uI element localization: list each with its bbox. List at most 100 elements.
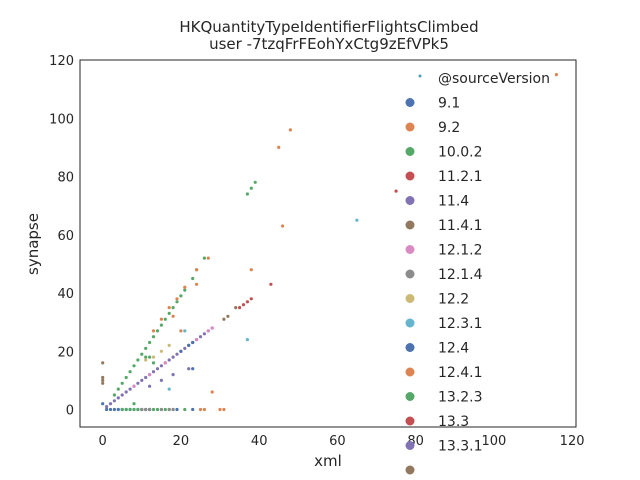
- data-point: [155, 407, 160, 412]
- data-point: [183, 407, 187, 412]
- data-point: [249, 268, 253, 272]
- data-point: [167, 387, 171, 391]
- data-point: [288, 128, 292, 132]
- x-tick-label: 60: [329, 434, 346, 449]
- data-point: [116, 387, 120, 391]
- legend-label: 12.3.1: [438, 316, 483, 332]
- data-point: [112, 393, 116, 397]
- data-point: [226, 314, 230, 318]
- data-point: [195, 268, 199, 272]
- data-point: [234, 306, 238, 310]
- x-tick-label: 40: [251, 434, 268, 449]
- data-point: [116, 407, 120, 412]
- data-point: [355, 218, 359, 222]
- data-point: [112, 399, 116, 403]
- legend-label: 11.2.1: [438, 169, 483, 185]
- data-point: [183, 346, 187, 350]
- data-point: [191, 340, 195, 345]
- data-point: [249, 186, 253, 190]
- legend-marker: [405, 269, 415, 279]
- data-point: [167, 311, 171, 315]
- legend-label: 9.1: [438, 96, 460, 112]
- data-point: [116, 396, 120, 400]
- legend-label: 11.4: [438, 194, 469, 210]
- data-point: [187, 367, 191, 371]
- data-point: [148, 384, 152, 388]
- data-point: [136, 407, 140, 412]
- data-point: [210, 326, 214, 330]
- legend-title: @sourceVersion: [438, 71, 550, 87]
- chart-title-line-1: HKQuantityTypeIdentifierFlightsClimbed: [179, 18, 478, 36]
- chart-title-line-2: user -7tzqFrFEohYxCtg9zEfVPk5: [209, 35, 449, 53]
- data-point: [281, 224, 285, 228]
- data-point: [163, 361, 167, 365]
- data-point: [136, 358, 140, 362]
- data-point: [198, 407, 203, 412]
- data-point: [136, 381, 140, 385]
- data-point: [195, 282, 199, 286]
- data-point: [155, 367, 160, 371]
- data-point: [159, 378, 163, 382]
- data-point: [167, 407, 171, 412]
- data-point: [167, 343, 171, 347]
- data-point: [132, 407, 136, 412]
- data-point: [151, 370, 156, 374]
- data-point: [148, 407, 152, 412]
- data-point: [249, 297, 253, 301]
- data-point: [101, 378, 105, 382]
- data-point: [148, 340, 152, 345]
- data-point: [175, 297, 179, 301]
- data-point: [120, 407, 124, 412]
- data-point: [191, 407, 195, 412]
- y-tick-label: 0: [66, 404, 74, 419]
- data-point: [171, 407, 175, 412]
- data-point: [202, 256, 206, 260]
- data-point: [245, 338, 249, 342]
- x-axis-label: xml: [314, 452, 342, 470]
- data-point: [128, 370, 132, 374]
- x-tick-label: 20: [173, 434, 190, 449]
- data-point: [218, 407, 222, 412]
- data-point: [171, 314, 175, 318]
- axes-frame: [79, 59, 577, 428]
- data-point: [171, 355, 175, 359]
- data-point: [128, 387, 132, 391]
- data-point: [191, 367, 195, 371]
- legend-label: 12.1.4: [438, 267, 483, 283]
- data-point: [195, 338, 199, 342]
- data-point: [554, 73, 559, 77]
- data-point: [151, 361, 156, 365]
- legend-marker: [405, 245, 415, 254]
- legend: @sourceVersion 9.1 9.2 10.0.2 11.2.1 11.4 11.4…: [405, 71, 550, 475]
- legend-label: 9.2: [438, 120, 460, 136]
- y-tick-label: 60: [57, 229, 74, 244]
- data-point: [167, 306, 171, 310]
- x-tick-label: 100: [481, 434, 506, 449]
- data-point: [159, 364, 163, 368]
- y-axis: 0 20 40 60 80 100 120: [49, 54, 74, 419]
- data-point: [132, 402, 136, 406]
- y-tick-label: 20: [57, 345, 74, 360]
- data-point: [101, 402, 105, 406]
- data-point: [269, 282, 273, 286]
- data-point: [155, 329, 160, 333]
- data-point: [245, 192, 249, 196]
- legend-marker: [405, 98, 415, 107]
- x-axis: 0 20 40 60 80 100 120: [99, 434, 585, 449]
- data-point: [151, 335, 156, 339]
- data-point: [132, 384, 136, 388]
- data-point: [105, 407, 109, 412]
- data-point: [144, 358, 148, 362]
- y-tick-label: 40: [57, 287, 74, 302]
- data-point: [108, 402, 113, 406]
- data-point: [206, 256, 210, 260]
- y-tick-label: 120: [49, 54, 74, 69]
- data-point: [101, 361, 105, 365]
- data-point: [179, 294, 183, 298]
- legend-label: 12.4.1: [438, 365, 483, 381]
- data-point: [101, 381, 105, 385]
- x-tick-label: 120: [560, 434, 585, 449]
- data-point: [198, 335, 203, 339]
- data-point: [140, 378, 144, 382]
